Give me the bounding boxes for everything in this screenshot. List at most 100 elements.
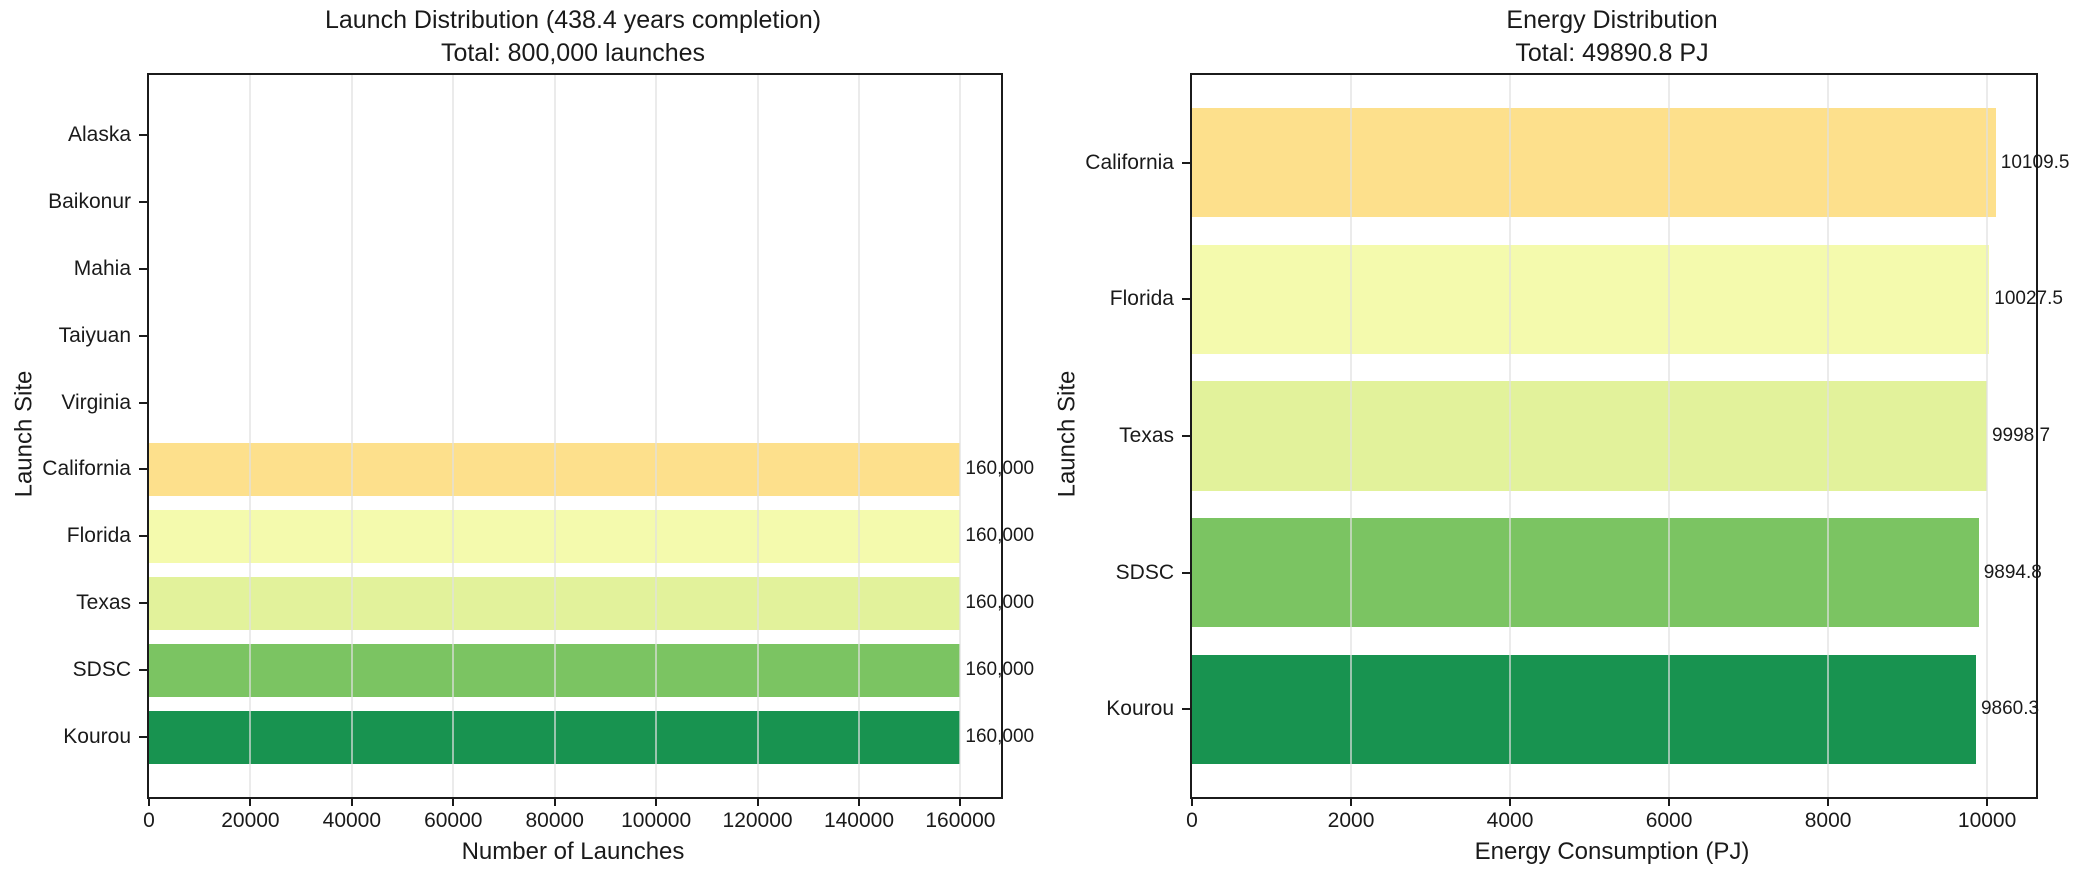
chart-title-block: Launch Distribution (438.4 years complet…	[147, 4, 999, 70]
plot-area	[147, 73, 1003, 799]
y-tick-label: Kourou	[63, 725, 131, 749]
x-tick-mark	[452, 797, 455, 806]
x-tick-mark	[148, 797, 150, 806]
x-tick-label: 160000	[925, 809, 996, 832]
gridline	[858, 75, 860, 797]
x-tick-label: 60000	[424, 809, 483, 832]
x-tick-mark	[1668, 797, 1671, 806]
bar-value-label: 10027.5	[1994, 288, 2063, 310]
y-tick-mark	[139, 267, 148, 270]
chart-title: Launch Distribution (438.4 years complet…	[324, 6, 822, 34]
gridline	[350, 75, 353, 797]
bar	[1192, 381, 1987, 491]
y-tick-label: Texas	[76, 591, 131, 615]
y-tick-label: SDSC	[1115, 560, 1174, 584]
gridline	[1350, 75, 1353, 797]
x-tick-mark	[756, 797, 759, 806]
x-tick-label: 100000	[621, 809, 692, 832]
x-tick-mark	[1986, 797, 1989, 806]
x-tick-label: 40000	[322, 809, 382, 832]
y-tick-label: California	[42, 457, 131, 481]
x-tick-mark	[655, 797, 658, 806]
y-tick-label: California	[1085, 150, 1174, 174]
bar-value-label: 9894.8	[1983, 561, 2042, 583]
gridline	[452, 75, 455, 797]
y-tick-label: Virginia	[61, 390, 131, 414]
y-tick-mark	[139, 602, 148, 605]
bar-value-label: 160,000	[965, 592, 1035, 614]
chart-title-block: Energy Distribution Total: 49890.8 PJ	[1190, 4, 2034, 70]
bar	[1192, 244, 1990, 354]
y-tick-label: Baikonur	[48, 189, 131, 213]
gridline	[1827, 75, 1830, 797]
x-tick-label: 4000	[1486, 809, 1534, 832]
chart-subtitle: Total: 49890.8 PJ	[1515, 39, 1709, 67]
bar	[1192, 107, 1996, 218]
x-tick-label: 0	[1186, 809, 1198, 832]
y-tick-mark	[139, 535, 148, 538]
x-axis-label: Energy Consumption (PJ)	[1474, 838, 1750, 865]
y-tick-label: Florida	[66, 524, 131, 548]
y-tick-label: SDSC	[72, 658, 131, 682]
x-tick-label: 120000	[722, 809, 793, 832]
gridline	[1986, 75, 1989, 797]
x-tick-label: 10000	[1957, 809, 2017, 832]
launch-distribution-chart: Launch Distribution (438.4 years complet…	[1, 4, 1035, 865]
plot-area	[1190, 73, 2038, 799]
x-tick-mark	[858, 797, 860, 806]
bar-value-label: 160,000	[965, 726, 1035, 748]
bar-value-label: 160,000	[965, 659, 1035, 681]
y-axis-label: Launch Site	[1, 73, 47, 795]
y-tick-label: Florida	[1109, 287, 1174, 311]
y-tick-mark	[1182, 298, 1191, 301]
y-tick-mark	[139, 669, 148, 672]
x-tick-mark	[1827, 797, 1830, 806]
y-tick-label: Texas	[1119, 424, 1174, 447]
gridline	[655, 75, 658, 797]
y-tick-mark	[139, 736, 148, 739]
x-tick-mark	[1191, 797, 1193, 806]
x-tick-mark	[1509, 797, 1512, 806]
y-tick-mark	[139, 468, 148, 471]
x-axis-label: Number of Launches	[461, 838, 685, 865]
y-tick-mark	[139, 334, 148, 337]
bar-value-label: 9860.3	[1980, 698, 2040, 720]
bar-value-label: 10109.5	[2000, 151, 2070, 173]
energy-distribution-chart: Energy Distribution Total: 49890.8 PJ La…	[1040, 0, 2080, 877]
gridline	[756, 75, 759, 797]
y-tick-mark	[1182, 435, 1191, 437]
y-tick-mark	[139, 401, 148, 404]
bar-value-label: 160,000	[965, 525, 1035, 547]
x-tick-label: 20000	[221, 809, 280, 832]
y-tick-label: Kourou	[1106, 697, 1174, 721]
gridline	[1668, 75, 1671, 797]
y-tick-mark	[1182, 571, 1191, 574]
gridline	[249, 75, 252, 797]
x-tick-mark	[1350, 797, 1353, 806]
y-tick-mark	[1182, 708, 1191, 711]
bar	[1192, 654, 1976, 765]
y-tick-mark	[139, 200, 148, 203]
gridline	[1509, 75, 1512, 797]
y-tick-label: Taiyuan	[58, 323, 131, 347]
x-tick-label: 80000	[525, 809, 584, 832]
y-tick-label: Alaska	[67, 122, 131, 146]
y-tick-label: Mahia	[73, 256, 131, 280]
x-tick-mark	[350, 797, 353, 806]
x-tick-label: 2000	[1327, 809, 1375, 832]
x-tick-mark	[553, 797, 556, 806]
x-tick-label: 0	[143, 809, 155, 832]
bar-value-label: 9998.7	[1991, 425, 2051, 446]
y-tick-mark	[1182, 161, 1191, 164]
bar	[1192, 518, 1979, 628]
chart-subtitle: Total: 800,000 launches	[440, 39, 706, 67]
gridline	[553, 75, 556, 797]
bar-value-label: 160,000	[965, 458, 1035, 480]
x-tick-label: 8000	[1804, 809, 1852, 832]
gridline	[959, 75, 962, 797]
chart-title: Energy Distribution	[1506, 6, 1718, 34]
y-tick-mark	[139, 133, 148, 136]
x-tick-mark	[249, 797, 252, 806]
x-tick-label: 140000	[823, 809, 895, 832]
